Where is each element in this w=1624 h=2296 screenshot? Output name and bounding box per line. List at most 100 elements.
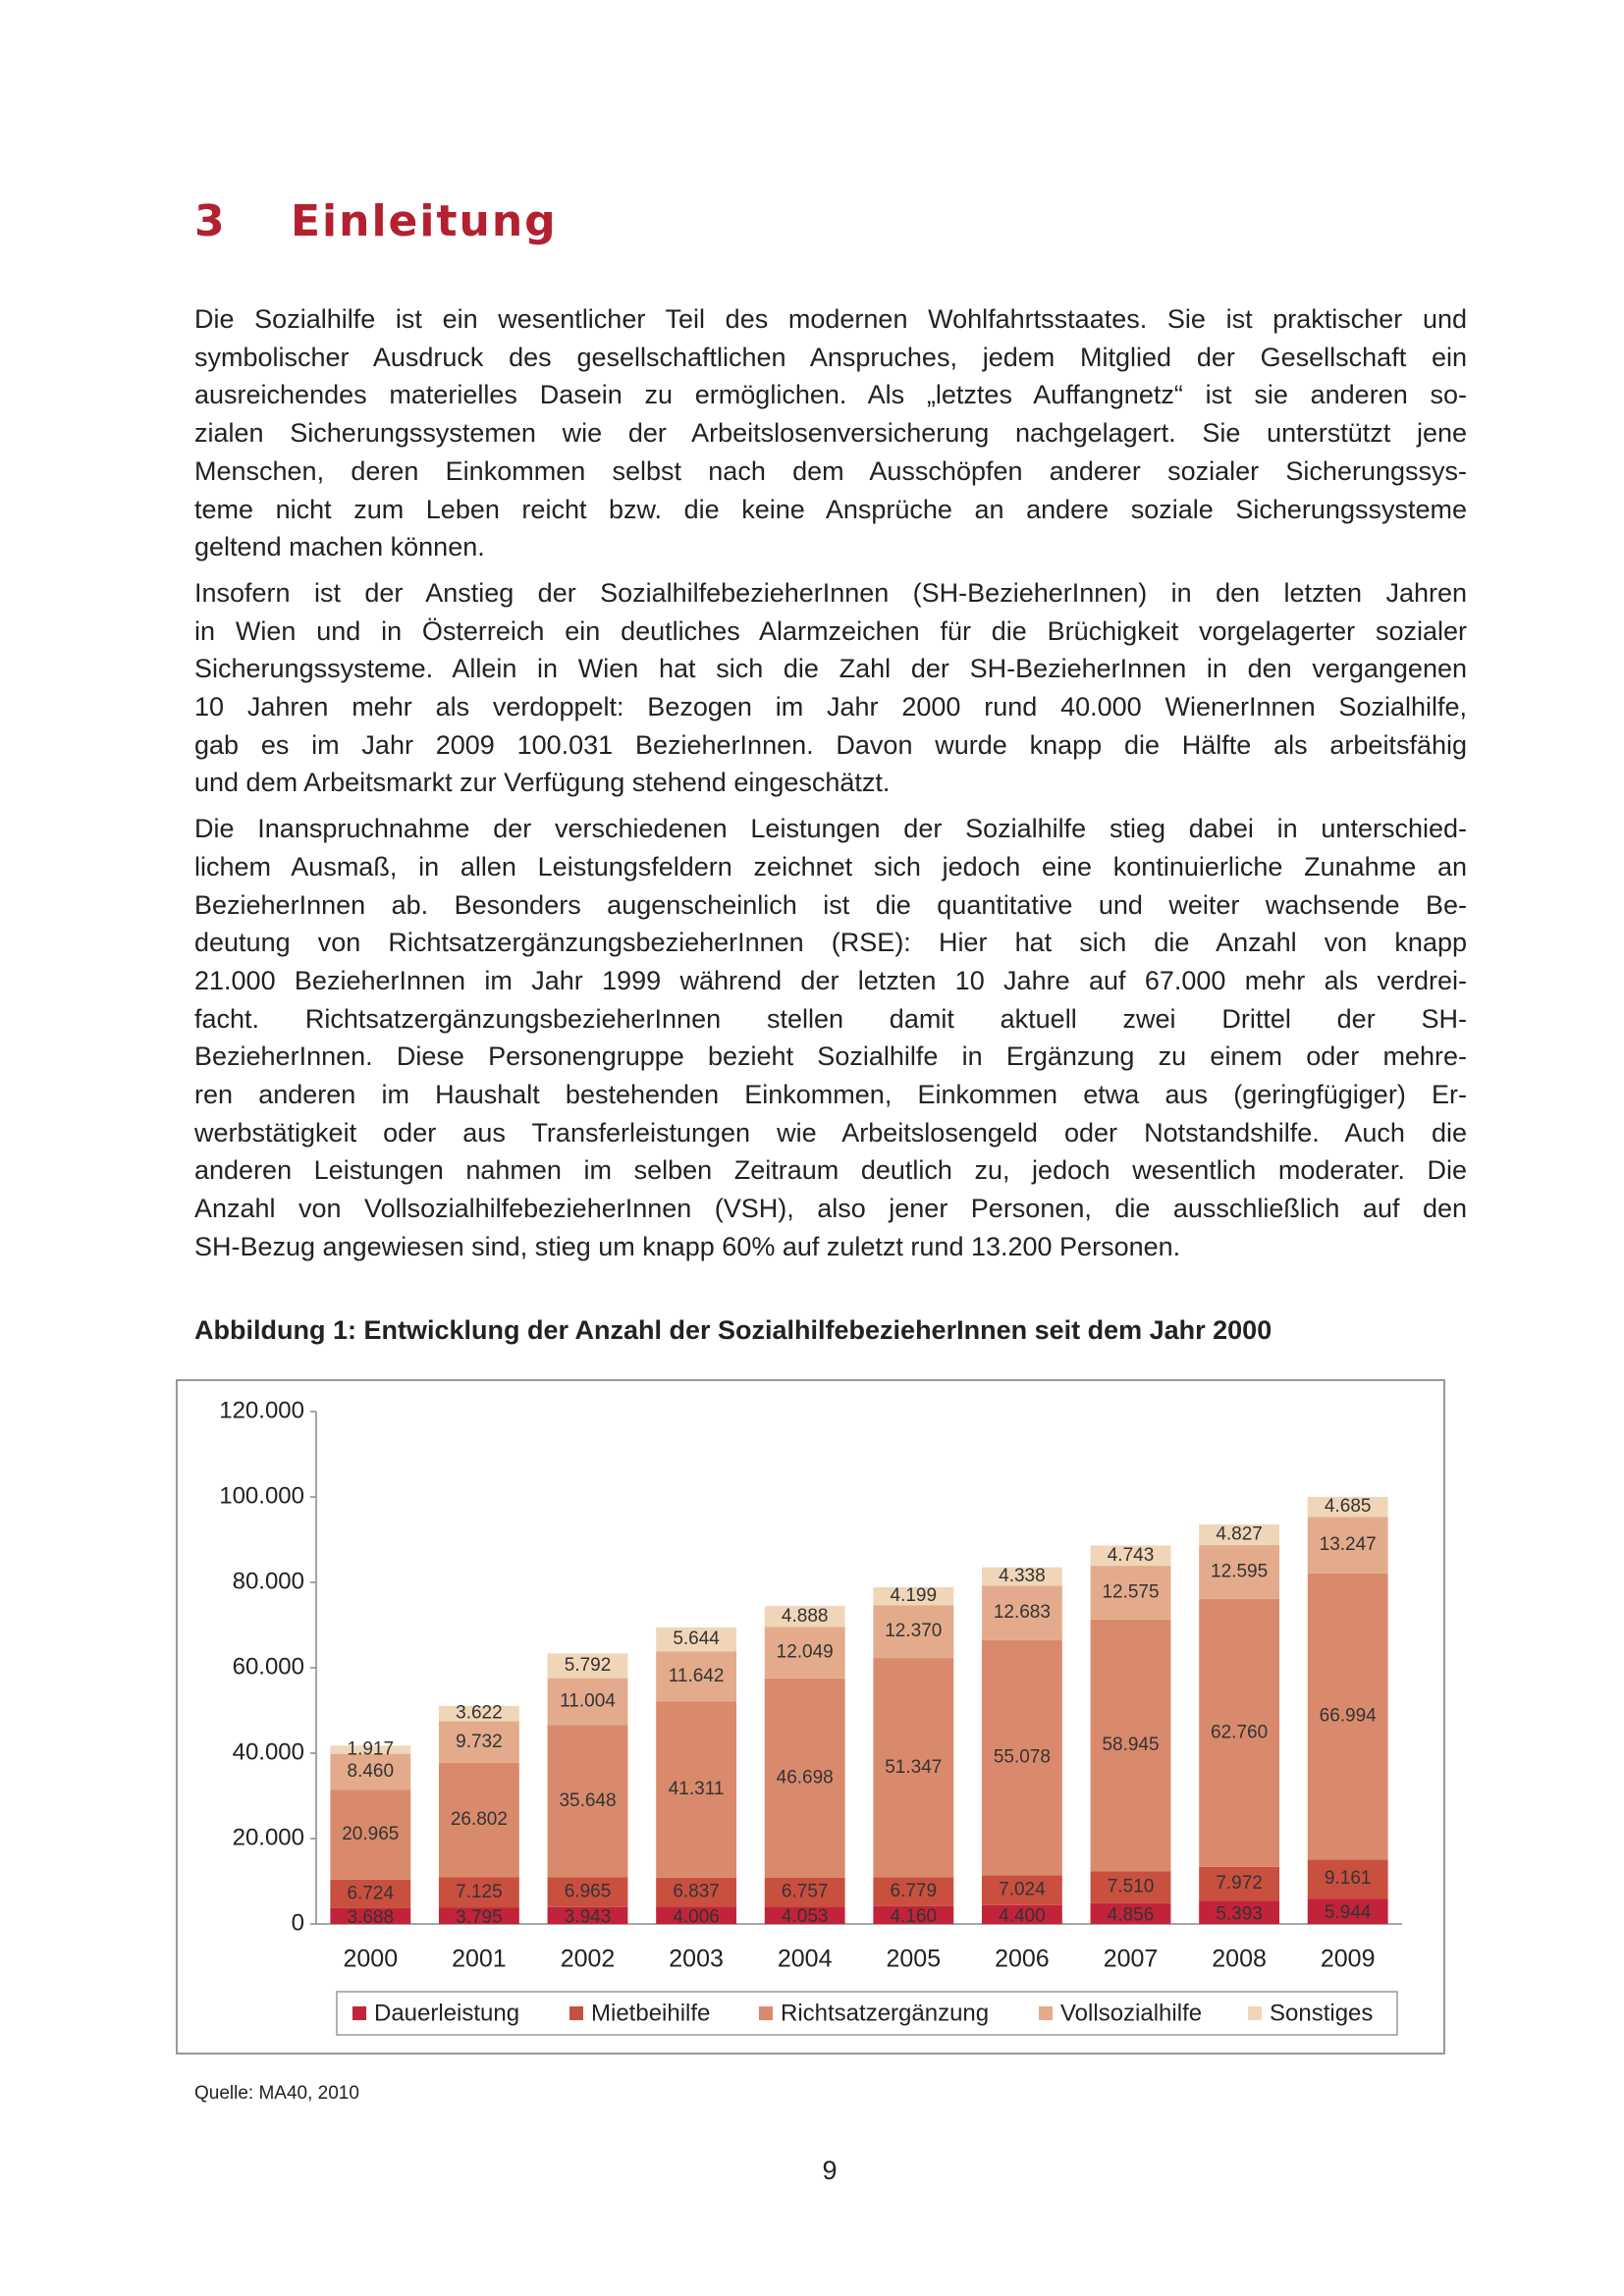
bar-segment — [656, 1627, 737, 1652]
bar-segment — [873, 1605, 954, 1659]
bar-segment — [764, 1606, 845, 1628]
y-tick-label: 60.000 — [233, 1653, 304, 1680]
text-line: lichem Ausmaß, in allen Leistungsfeldern… — [194, 851, 1467, 881]
bar-segment — [1307, 1517, 1388, 1574]
legend-swatch — [1039, 2006, 1053, 2020]
bar-segment — [547, 1678, 628, 1726]
data-label: 3.622 — [456, 1703, 503, 1724]
legend-label: Vollsozialhilfe — [1060, 2000, 1202, 2026]
bar-segment — [547, 1725, 628, 1878]
data-label: 26.802 — [451, 1809, 508, 1830]
data-label: 11.642 — [669, 1666, 725, 1686]
data-label: 4.856 — [1108, 1904, 1155, 1925]
data-label: 6.724 — [348, 1883, 395, 1903]
bar-segment — [656, 1701, 737, 1878]
text-line: Insofern ist der Anstieg der Sozialhilfe… — [194, 577, 1467, 608]
bar-segment — [330, 1907, 411, 1924]
bar-segment — [656, 1906, 737, 1924]
bar-segment — [981, 1904, 1062, 1924]
data-label: 4.199 — [891, 1585, 938, 1606]
paragraph: Insofern ist der Anstieg der Sozialhilfe… — [194, 574, 1467, 802]
data-label: 6.837 — [673, 1882, 720, 1902]
text-line: Sicherungssysteme. Allein in Wien hat si… — [194, 654, 1467, 684]
bar-segment — [656, 1877, 737, 1907]
bar-segment — [438, 1705, 519, 1722]
x-tick-label: 2004 — [778, 1946, 833, 1973]
text-line: Anzahl von VollsozialhilfebezieherInnen … — [194, 1194, 1467, 1224]
data-label: 3.688 — [348, 1907, 395, 1928]
y-tick-label: 40.000 — [233, 1738, 304, 1765]
data-label: 5.792 — [565, 1655, 612, 1676]
bar-segment — [764, 1627, 845, 1679]
text-line: BezieherInnen ab. Besonders augenscheinl… — [194, 889, 1467, 920]
bar-segment — [330, 1879, 411, 1908]
data-label: 9.161 — [1325, 1868, 1372, 1889]
paragraph: Die Inanspruchnahme der verschiedenen Le… — [194, 810, 1467, 1265]
bar-segment — [981, 1875, 1062, 1905]
x-tick-label: 2002 — [561, 1946, 616, 1973]
bar-segment — [1199, 1900, 1280, 1924]
data-label: 4.006 — [673, 1906, 720, 1927]
data-label: 4.338 — [999, 1566, 1046, 1586]
bar-segment — [438, 1762, 519, 1878]
bar-segment — [1090, 1871, 1171, 1903]
bar-segment — [873, 1586, 954, 1606]
bar-segment — [330, 1753, 411, 1790]
x-tick-label: 2001 — [452, 1946, 507, 1973]
text-line: teme nicht zum Leben reicht bzw. die kei… — [194, 494, 1467, 524]
y-tick-label: 0 — [292, 1909, 304, 1936]
text-line: ren anderen im Haushalt bestehenden Eink… — [194, 1080, 1467, 1110]
legend-swatch — [759, 2006, 773, 2020]
data-label: 3.943 — [565, 1906, 612, 1927]
data-label: 6.965 — [565, 1882, 612, 1902]
y-tick-label: 80.000 — [233, 1568, 304, 1594]
data-label: 1.917 — [348, 1739, 395, 1760]
bar-segment — [1090, 1902, 1171, 1924]
text-line: werbstätigkeit oder aus Transferleistung… — [194, 1117, 1467, 1148]
text-line: symbolischer Ausdruck des gesellschaftli… — [194, 342, 1467, 372]
text-line: gab es im Jahr 2009 100.031 BezieherInne… — [194, 729, 1467, 760]
data-label: 4.685 — [1325, 1496, 1372, 1517]
bar-segment — [330, 1745, 411, 1754]
data-label: 4.053 — [782, 1906, 829, 1927]
bar-segment — [981, 1567, 1062, 1586]
text-line: SH-Bezug angewiesen sind, stieg um knapp… — [194, 1231, 1181, 1261]
text-line: anderen Leistungen nahmen im selben Zeit… — [194, 1155, 1467, 1186]
data-label: 12.370 — [885, 1621, 942, 1641]
data-label: 41.311 — [669, 1779, 725, 1799]
bar-segment — [981, 1639, 1062, 1876]
bar-segment — [547, 1906, 628, 1924]
data-label: 12.683 — [994, 1602, 1051, 1623]
bar-segment — [438, 1907, 519, 1924]
figure-source: Quelle: MA40, 2010 — [194, 2083, 359, 2104]
text-line: deutung von RichtsatzergänzungsbezieherI… — [194, 928, 1467, 958]
x-tick-label: 2003 — [669, 1946, 724, 1973]
body-text: Die Sozialhilfe ist ein wesentlicher Tei… — [194, 300, 1467, 1274]
data-label: 7.510 — [1108, 1877, 1155, 1897]
text-line: 21.000 BezieherInnen im Jahr 1999 währen… — [194, 965, 1467, 995]
data-label: 55.078 — [994, 1747, 1051, 1768]
data-label: 6.779 — [891, 1881, 938, 1901]
data-label: 12.595 — [1211, 1561, 1268, 1581]
bar-segment — [1307, 1859, 1388, 1899]
chart: 0 20.000 40.000 60.000 80.000 100.000 120.000 3… — [176, 1379, 1445, 2055]
data-label: 12.575 — [1102, 1581, 1159, 1602]
text-line: facht. RichtsatzergänzungsbezieherInnen … — [194, 1003, 1467, 1034]
text-line: in Wien und in Österreich ein deutliches… — [194, 615, 1467, 646]
x-tick-label: 2005 — [886, 1946, 941, 1973]
data-label: 35.648 — [559, 1790, 616, 1811]
bar-segment — [656, 1651, 737, 1702]
x-tick-label: 2000 — [343, 1946, 398, 1973]
data-label: 4.743 — [1108, 1545, 1155, 1566]
bar-segment — [547, 1877, 628, 1907]
bar-segment — [873, 1905, 954, 1924]
text-line: Menschen, deren Einkommen selbst nach de… — [194, 455, 1467, 486]
data-label: 8.460 — [348, 1761, 395, 1782]
bar-segment — [330, 1789, 411, 1880]
data-label: 20.965 — [342, 1824, 399, 1844]
data-label: 4.160 — [891, 1906, 938, 1927]
data-label: 4.888 — [782, 1606, 829, 1627]
legend-label: Mietbeihilfe — [591, 2000, 710, 2026]
